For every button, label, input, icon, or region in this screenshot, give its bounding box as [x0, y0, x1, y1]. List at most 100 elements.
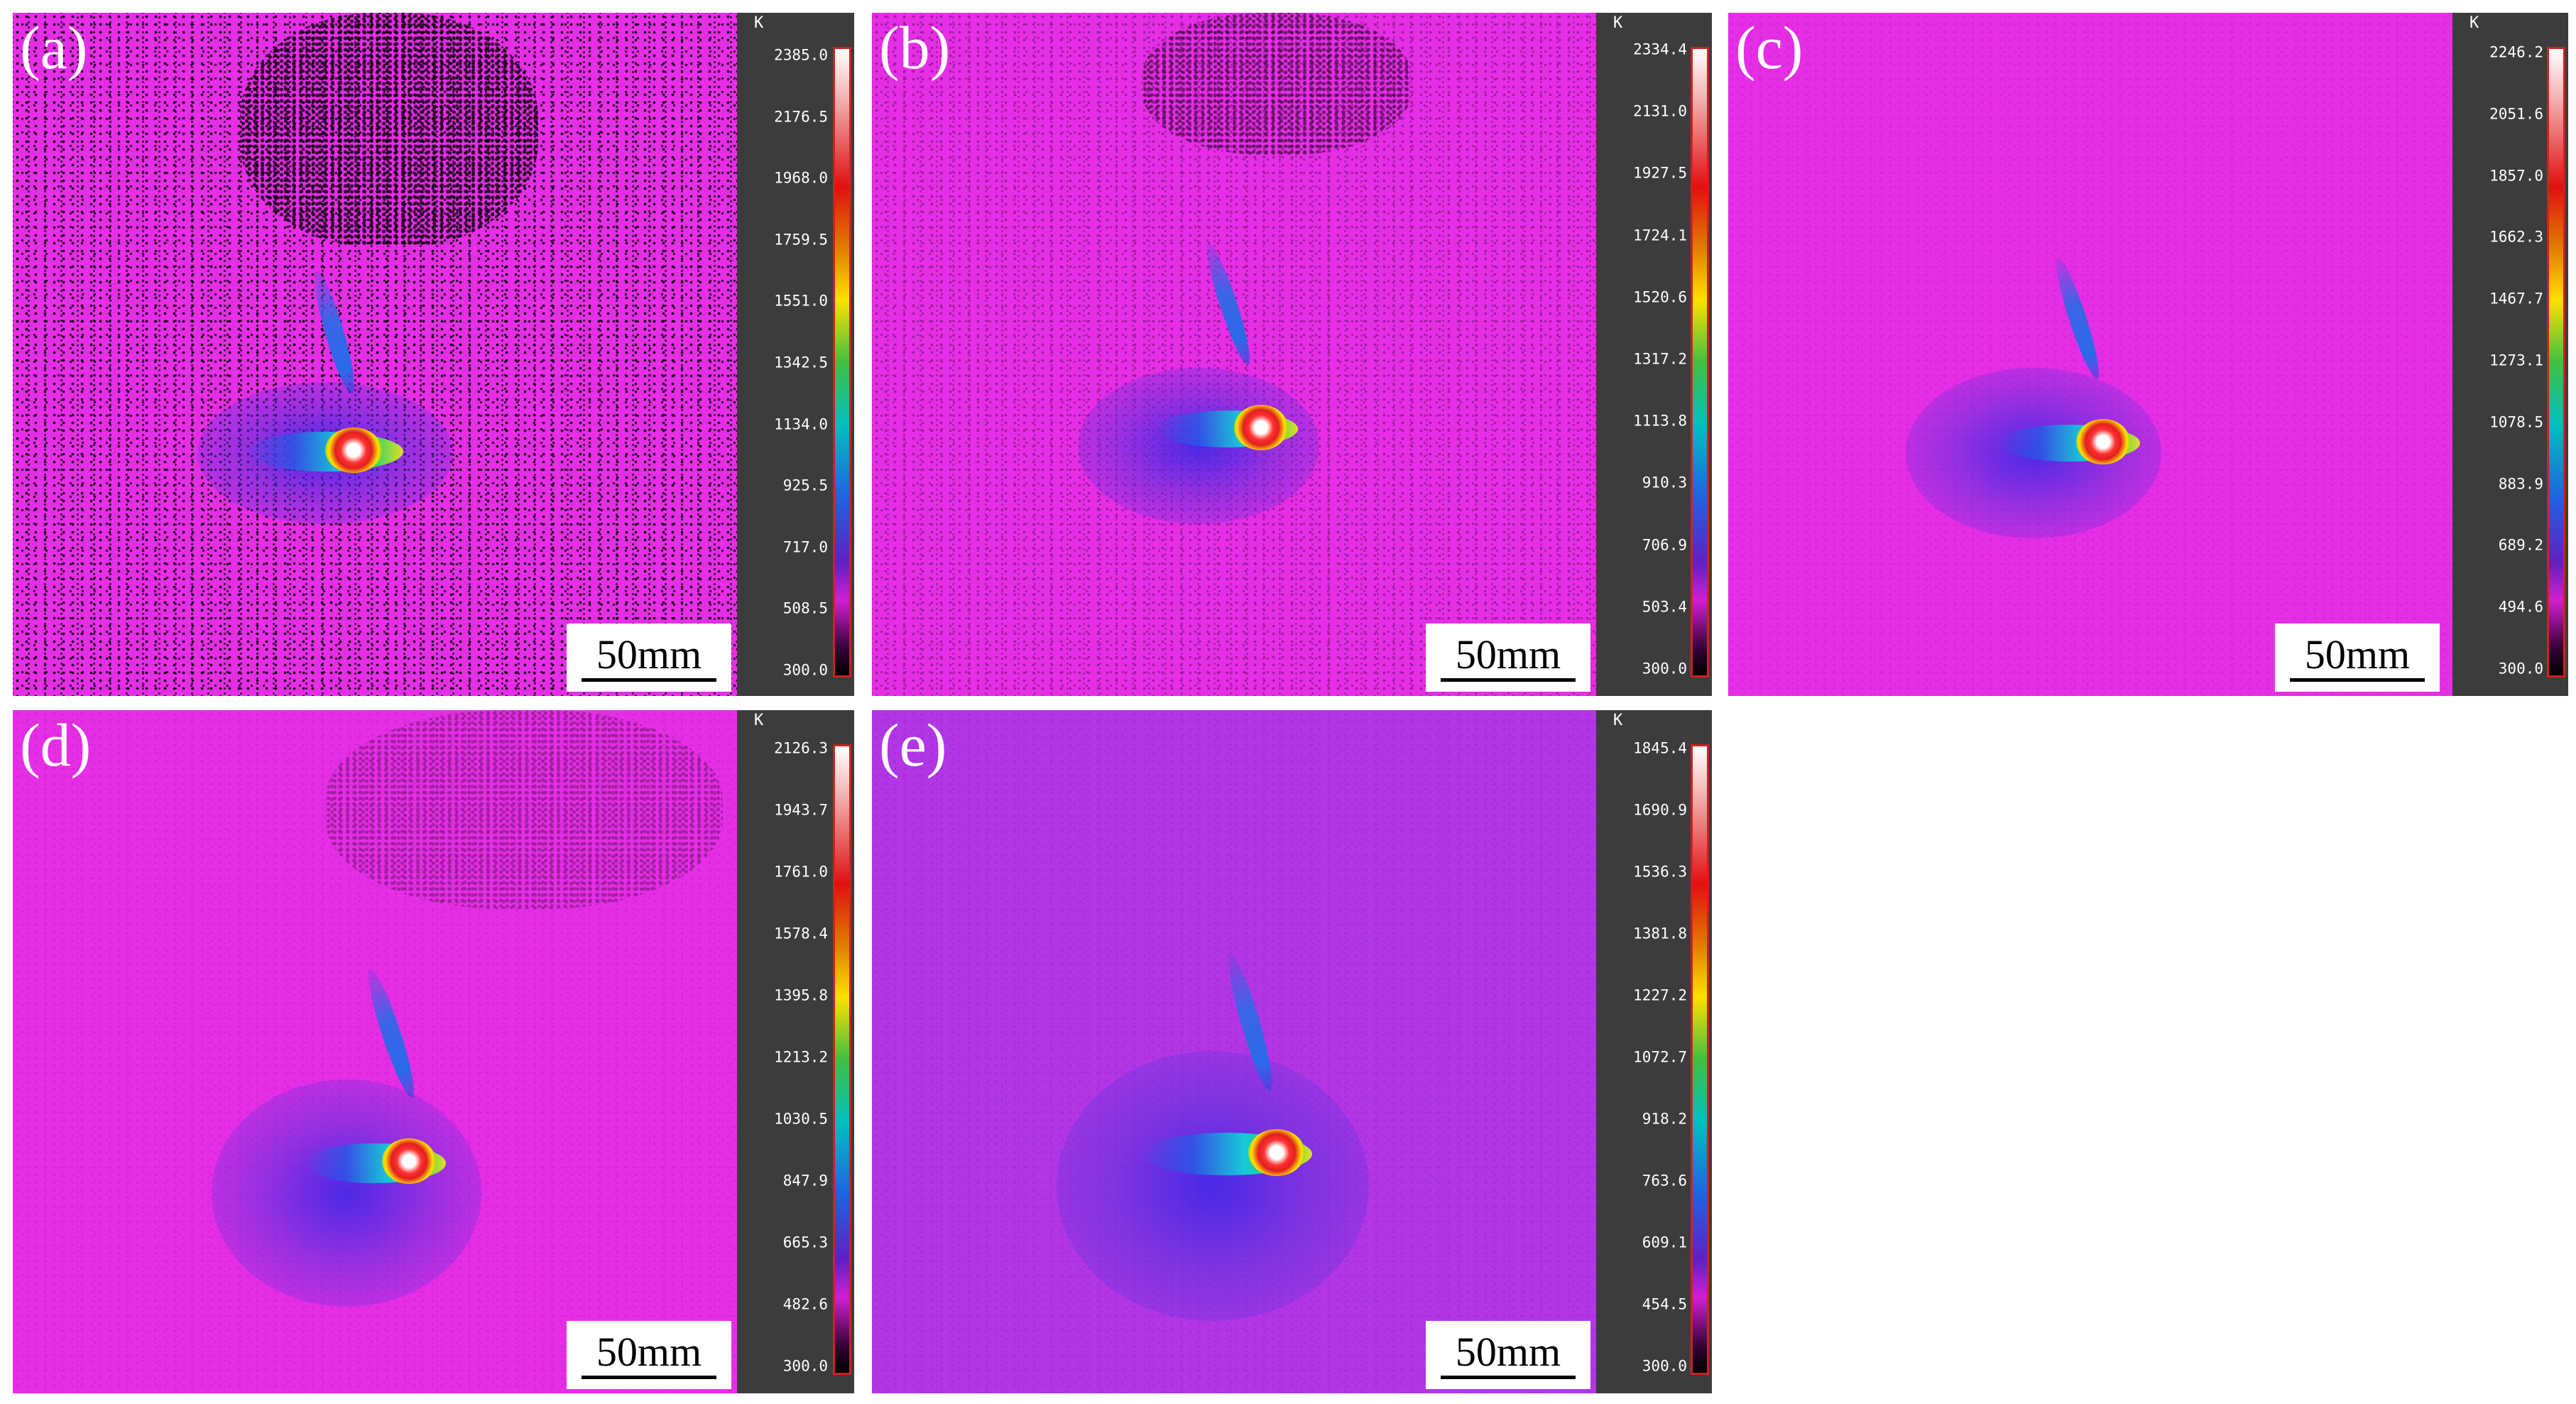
legend-tick: 1968.0 [774, 169, 828, 187]
legend-tick: 1317.2 [1633, 350, 1687, 368]
colorbar [2547, 47, 2565, 677]
thermal-image-e: (e) 50mm [872, 710, 1596, 1393]
scale-bar: 50mm [1426, 1321, 1590, 1389]
legend-tick: 1342.5 [774, 354, 828, 371]
legend-tick: 2126.3 [774, 739, 828, 757]
legend-tick: 300.0 [1642, 660, 1687, 677]
legend-unit: K [2469, 14, 2479, 32]
legend-unit: K [1613, 14, 1623, 32]
legend-tick: 1134.0 [774, 415, 828, 433]
scale-bar-label: 50mm [1455, 631, 1561, 677]
legend-tick: 2051.6 [2489, 105, 2543, 123]
scale-bar-label: 50mm [1455, 1328, 1561, 1375]
legend-tick: 1273.1 [2489, 352, 2543, 369]
scale-bar-label: 50mm [596, 1328, 702, 1375]
legend-tick: 1943.7 [774, 801, 828, 819]
legend-ticks: 2126.3 1943.7 1761.0 1578.4 1395.8 1213.… [743, 741, 828, 1373]
legend-tick: 2246.2 [2489, 43, 2543, 61]
legend-tick: 1845.4 [1633, 739, 1687, 757]
legend-tick: 1227.2 [1633, 986, 1687, 1004]
legend-tick: 2131.0 [1633, 102, 1687, 120]
scale-bar-line [1441, 677, 1576, 682]
legend-unit: K [754, 712, 764, 729]
scale-bar: 50mm [567, 1321, 731, 1389]
heat-halo [1057, 1051, 1369, 1321]
panel-label: (e) [879, 711, 947, 779]
legend-tick: 300.0 [1642, 1357, 1687, 1375]
legend-ticks: 2246.2 2051.6 1857.0 1662.3 1467.7 1273.… [2458, 45, 2543, 676]
legend-tick: 847.9 [782, 1172, 828, 1190]
panel-label: (b) [879, 13, 951, 82]
panel-e: (e) 50mm K 1845.4 1690.9 1536.3 1381.8 1… [872, 710, 1712, 1393]
legend-tick: 910.3 [1642, 474, 1687, 491]
hotspot [1234, 405, 1288, 450]
legend-tick: 1761.0 [774, 863, 828, 881]
temperature-legend-a: K 2385.0 2176.5 1968.0 1759.5 1551.0 134… [737, 13, 854, 696]
legend-tick: 918.2 [1642, 1110, 1687, 1128]
hotspot [325, 428, 382, 473]
legend-tick: 706.9 [1642, 536, 1687, 554]
colorbar [833, 47, 851, 677]
colorbar [1691, 744, 1709, 1375]
legend-tick: 1395.8 [774, 986, 828, 1004]
panel-d: (d) 50mm K 2126.3 1943.7 1761.0 1578.4 1… [13, 710, 854, 1393]
legend-tick: 1857.0 [2489, 167, 2543, 185]
thermal-image-c: (c) 50mm [1728, 13, 2452, 696]
legend-tick: 1072.7 [1633, 1048, 1687, 1066]
legend-tick: 1551.0 [774, 292, 828, 310]
legend-tick: 1113.8 [1633, 412, 1687, 430]
dark-noise-region [240, 13, 538, 247]
scale-bar: 50mm [2275, 624, 2440, 692]
legend-tick: 883.9 [2498, 475, 2543, 493]
legend-ticks: 2385.0 2176.5 1968.0 1759.5 1551.0 1342.… [743, 48, 828, 677]
legend-tick: 717.0 [782, 538, 828, 556]
thermal-image-d: (d) 50mm [13, 710, 737, 1393]
panel-label: (d) [20, 711, 92, 779]
legend-unit: K [1613, 712, 1623, 729]
legend-tick: 689.2 [2498, 536, 2543, 554]
heat-halo [212, 1079, 481, 1307]
panel-label: (c) [1735, 13, 1803, 82]
legend-tick: 609.1 [1642, 1234, 1687, 1251]
legend-tick: 1662.3 [2489, 228, 2543, 246]
legend-tick: 300.0 [782, 661, 828, 679]
legend-tick: 503.4 [1642, 598, 1687, 616]
hotspot [2076, 419, 2130, 464]
hotspot [382, 1138, 436, 1184]
legend-tick: 454.5 [1642, 1295, 1687, 1313]
legend-ticks: 1845.4 1690.9 1536.3 1381.8 1227.2 1072.… [1602, 741, 1687, 1373]
legend-tick: 1724.1 [1633, 227, 1687, 244]
legend-tick: 1030.5 [774, 1110, 828, 1128]
legend-tick: 300.0 [2498, 660, 2543, 677]
legend-tick: 1578.4 [774, 925, 828, 942]
legend-tick: 1536.3 [1633, 863, 1687, 881]
panel-b: (b) 50mm K 2334.4 2131.0 1927.5 1724.1 1… [872, 13, 1712, 696]
legend-tick: 2176.5 [774, 108, 828, 126]
dark-noise-region [325, 710, 723, 909]
legend-tick: 494.6 [2498, 598, 2543, 616]
legend-tick: 1381.8 [1633, 925, 1687, 942]
colorbar [1691, 47, 1709, 677]
thermal-image-a: (a) 50mm [13, 13, 737, 696]
thermal-image-b: (b) 50mm [872, 13, 1596, 696]
legend-tick: 1078.5 [2489, 413, 2543, 431]
scale-bar-label: 50mm [2304, 631, 2411, 677]
legend-tick: 1520.6 [1633, 288, 1687, 306]
temperature-legend-e: K 1845.4 1690.9 1536.3 1381.8 1227.2 107… [1596, 710, 1712, 1393]
scale-bar: 50mm [567, 624, 731, 692]
temperature-legend-d: K 2126.3 1943.7 1761.0 1578.4 1395.8 121… [737, 710, 854, 1393]
temperature-legend-b: K 2334.4 2131.0 1927.5 1724.1 1520.6 131… [1596, 13, 1712, 696]
scale-bar-label: 50mm [596, 631, 702, 677]
panel-c: (c) 50mm K 2246.2 2051.6 1857.0 1662.3 1… [1728, 13, 2568, 696]
legend-tick: 2334.4 [1633, 40, 1687, 58]
scale-bar-line [582, 677, 716, 682]
scale-bar-line [1441, 1375, 1576, 1379]
legend-tick: 1690.9 [1633, 801, 1687, 819]
colorbar [833, 744, 851, 1375]
legend-tick: 1213.2 [774, 1048, 828, 1066]
legend-tick: 925.5 [782, 477, 828, 494]
legend-ticks: 2334.4 2131.0 1927.5 1724.1 1520.6 1317.… [1602, 42, 1687, 676]
legend-tick: 482.6 [782, 1295, 828, 1313]
legend-tick: 1467.7 [2489, 290, 2543, 308]
legend-tick: 763.6 [1642, 1172, 1687, 1190]
